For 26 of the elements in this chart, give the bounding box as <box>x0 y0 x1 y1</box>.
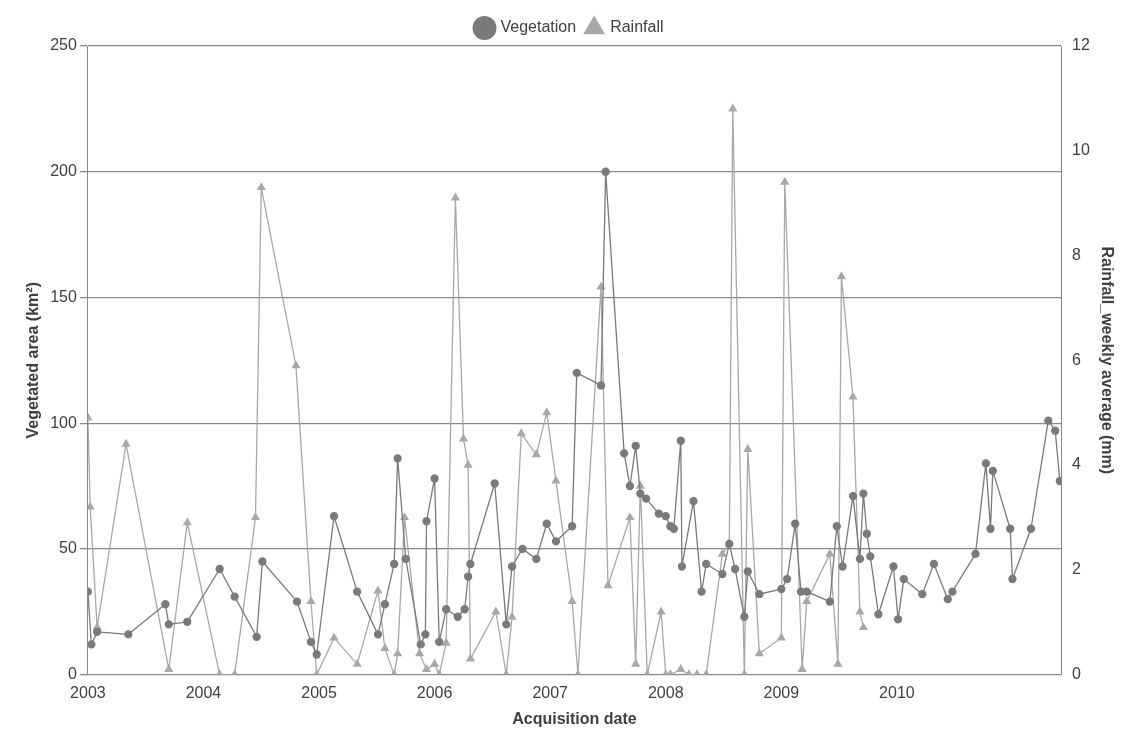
y2-axis-title: Rainfall_weekly average (mm) <box>1098 246 1116 475</box>
x-tick-label: 2007 <box>532 683 569 701</box>
y2-tick-label: 6 <box>1072 350 1081 368</box>
y-tick-label: 250 <box>50 36 77 54</box>
y2-tick-label: 8 <box>1072 245 1081 263</box>
y2-tick-label: 12 <box>1072 36 1090 54</box>
y-axis-title: Vegetated area (km²) <box>24 282 42 439</box>
x-tick-label: 2006 <box>416 683 453 701</box>
x-tick-label: 2010 <box>879 683 915 701</box>
y-tick-label: 200 <box>50 162 77 180</box>
y2-tick-label: 10 <box>1072 141 1090 159</box>
x-tick-label: 2009 <box>763 683 800 701</box>
x-tick-label: 2004 <box>185 683 222 701</box>
x-tick-label: 2003 <box>70 683 106 701</box>
x-tick-label: 2008 <box>647 683 684 701</box>
y2-tick-label: 4 <box>1072 455 1081 473</box>
y2-tick-label: 2 <box>1072 560 1081 578</box>
y-tick-label: 150 <box>50 287 77 305</box>
y-tick-label: 0 <box>67 665 77 683</box>
y2-tick-label: 0 <box>1072 665 1081 683</box>
legend-label: Vegetation <box>500 18 577 36</box>
y-tick-label: 50 <box>59 539 77 557</box>
x-axis-title: Acquisition date <box>512 709 637 727</box>
x-tick-label: 2005 <box>301 683 337 701</box>
legend-label: Rainfall <box>610 18 664 36</box>
y-tick-label: 100 <box>50 413 77 431</box>
